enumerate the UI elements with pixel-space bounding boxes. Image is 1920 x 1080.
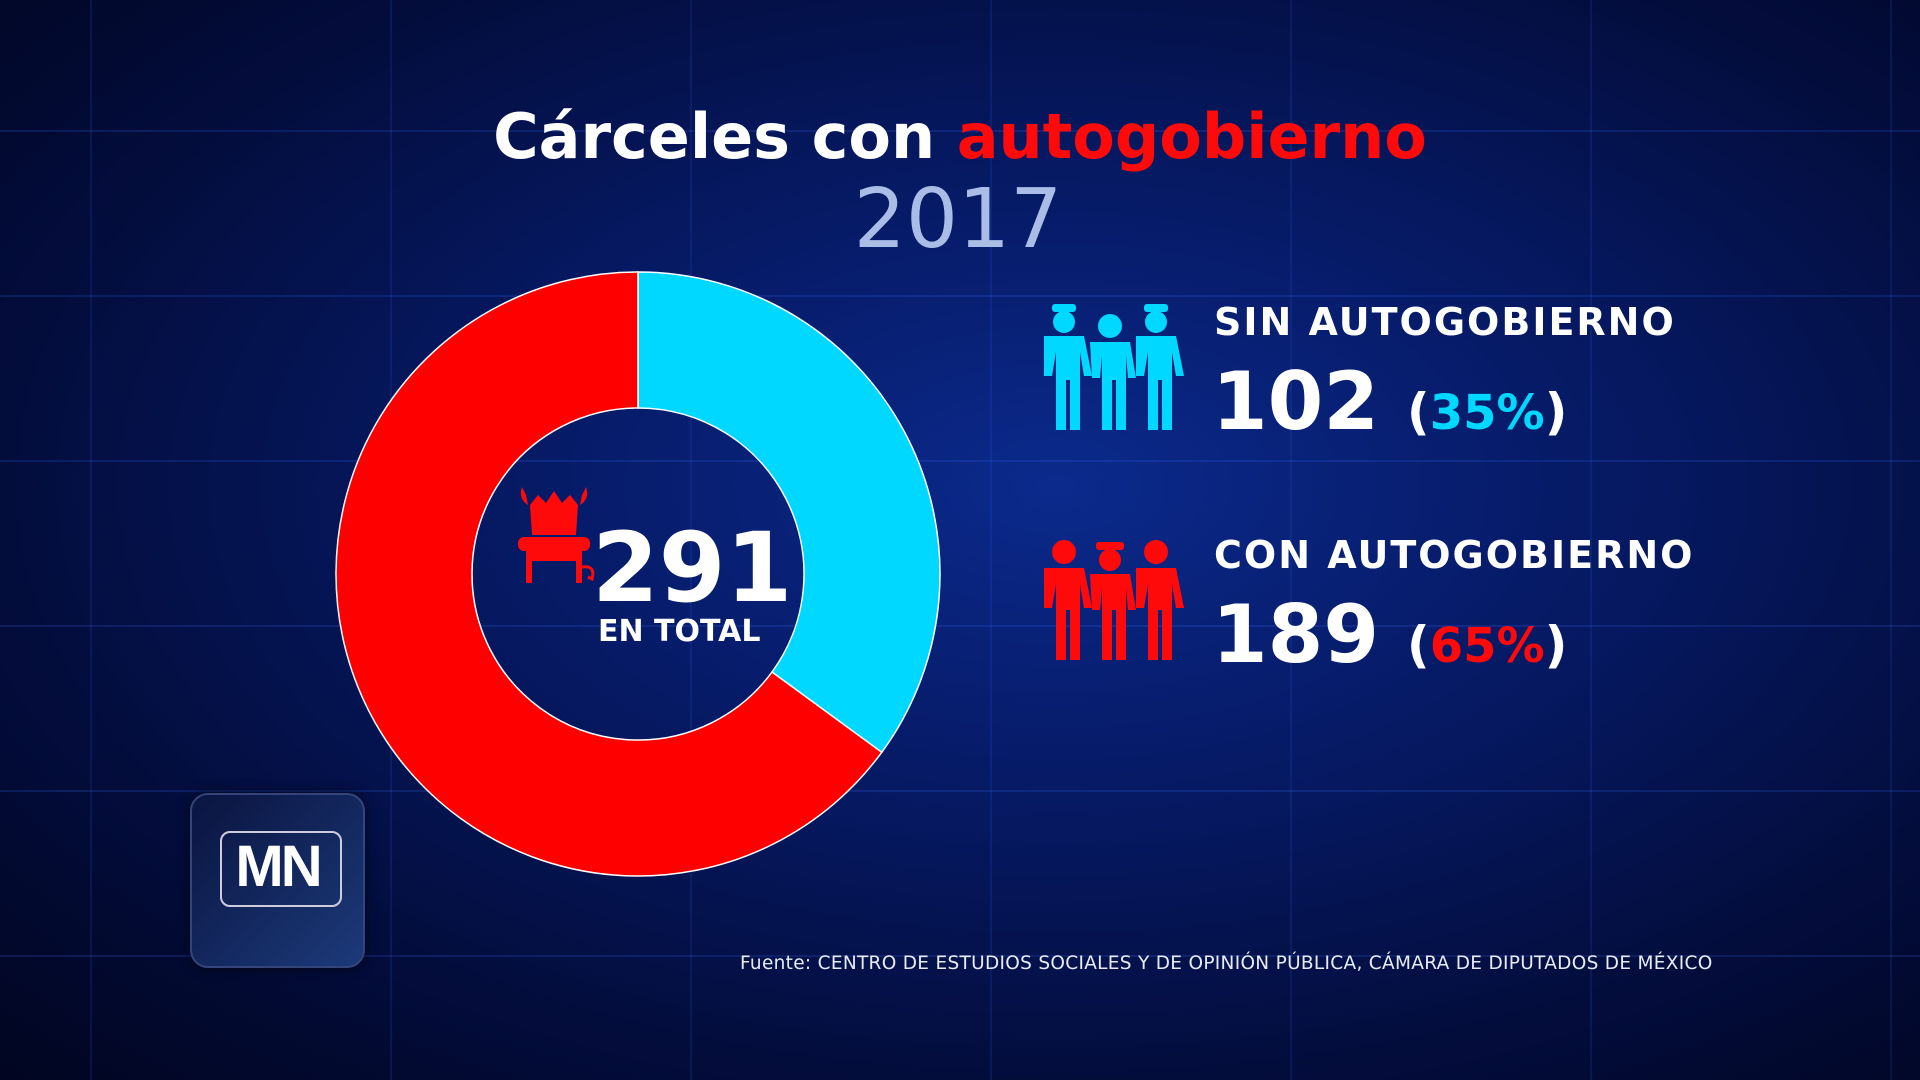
devil-throne-icon [518, 487, 595, 583]
legend-value-con: 189 (65%) [1212, 588, 1568, 681]
chart-year: 2017 [853, 172, 1063, 267]
pct-sin: 35% [1429, 385, 1545, 441]
total-label: EN TOTAL [598, 614, 761, 649]
chart-title: Cárceles con autogobierno [0, 100, 1920, 173]
donut-slice-sin [637, 271, 941, 754]
logo-text: MN [235, 834, 322, 899]
legend-label-sin: SIN AUTOGOBIERNO [1214, 300, 1676, 344]
legend-label-con: CON AUTOGOBIERNO [1214, 533, 1695, 577]
title-part1: Cárceles con [493, 100, 957, 173]
people-with-guards-icon [1044, 304, 1184, 430]
people-group-icon [1044, 540, 1184, 660]
pct-con: 65% [1429, 618, 1545, 674]
total-value: 291 [592, 512, 793, 624]
title-part2: autogobierno [956, 100, 1427, 173]
value-sin: 102 [1212, 355, 1379, 448]
mn-logo: MN [190, 793, 365, 968]
value-con: 189 [1212, 588, 1379, 681]
legend-value-sin: 102 (35%) [1212, 355, 1568, 448]
source-note: Fuente: CENTRO DE ESTUDIOS SOCIALES Y DE… [740, 953, 1713, 974]
donut-slice-con [335, 271, 883, 877]
